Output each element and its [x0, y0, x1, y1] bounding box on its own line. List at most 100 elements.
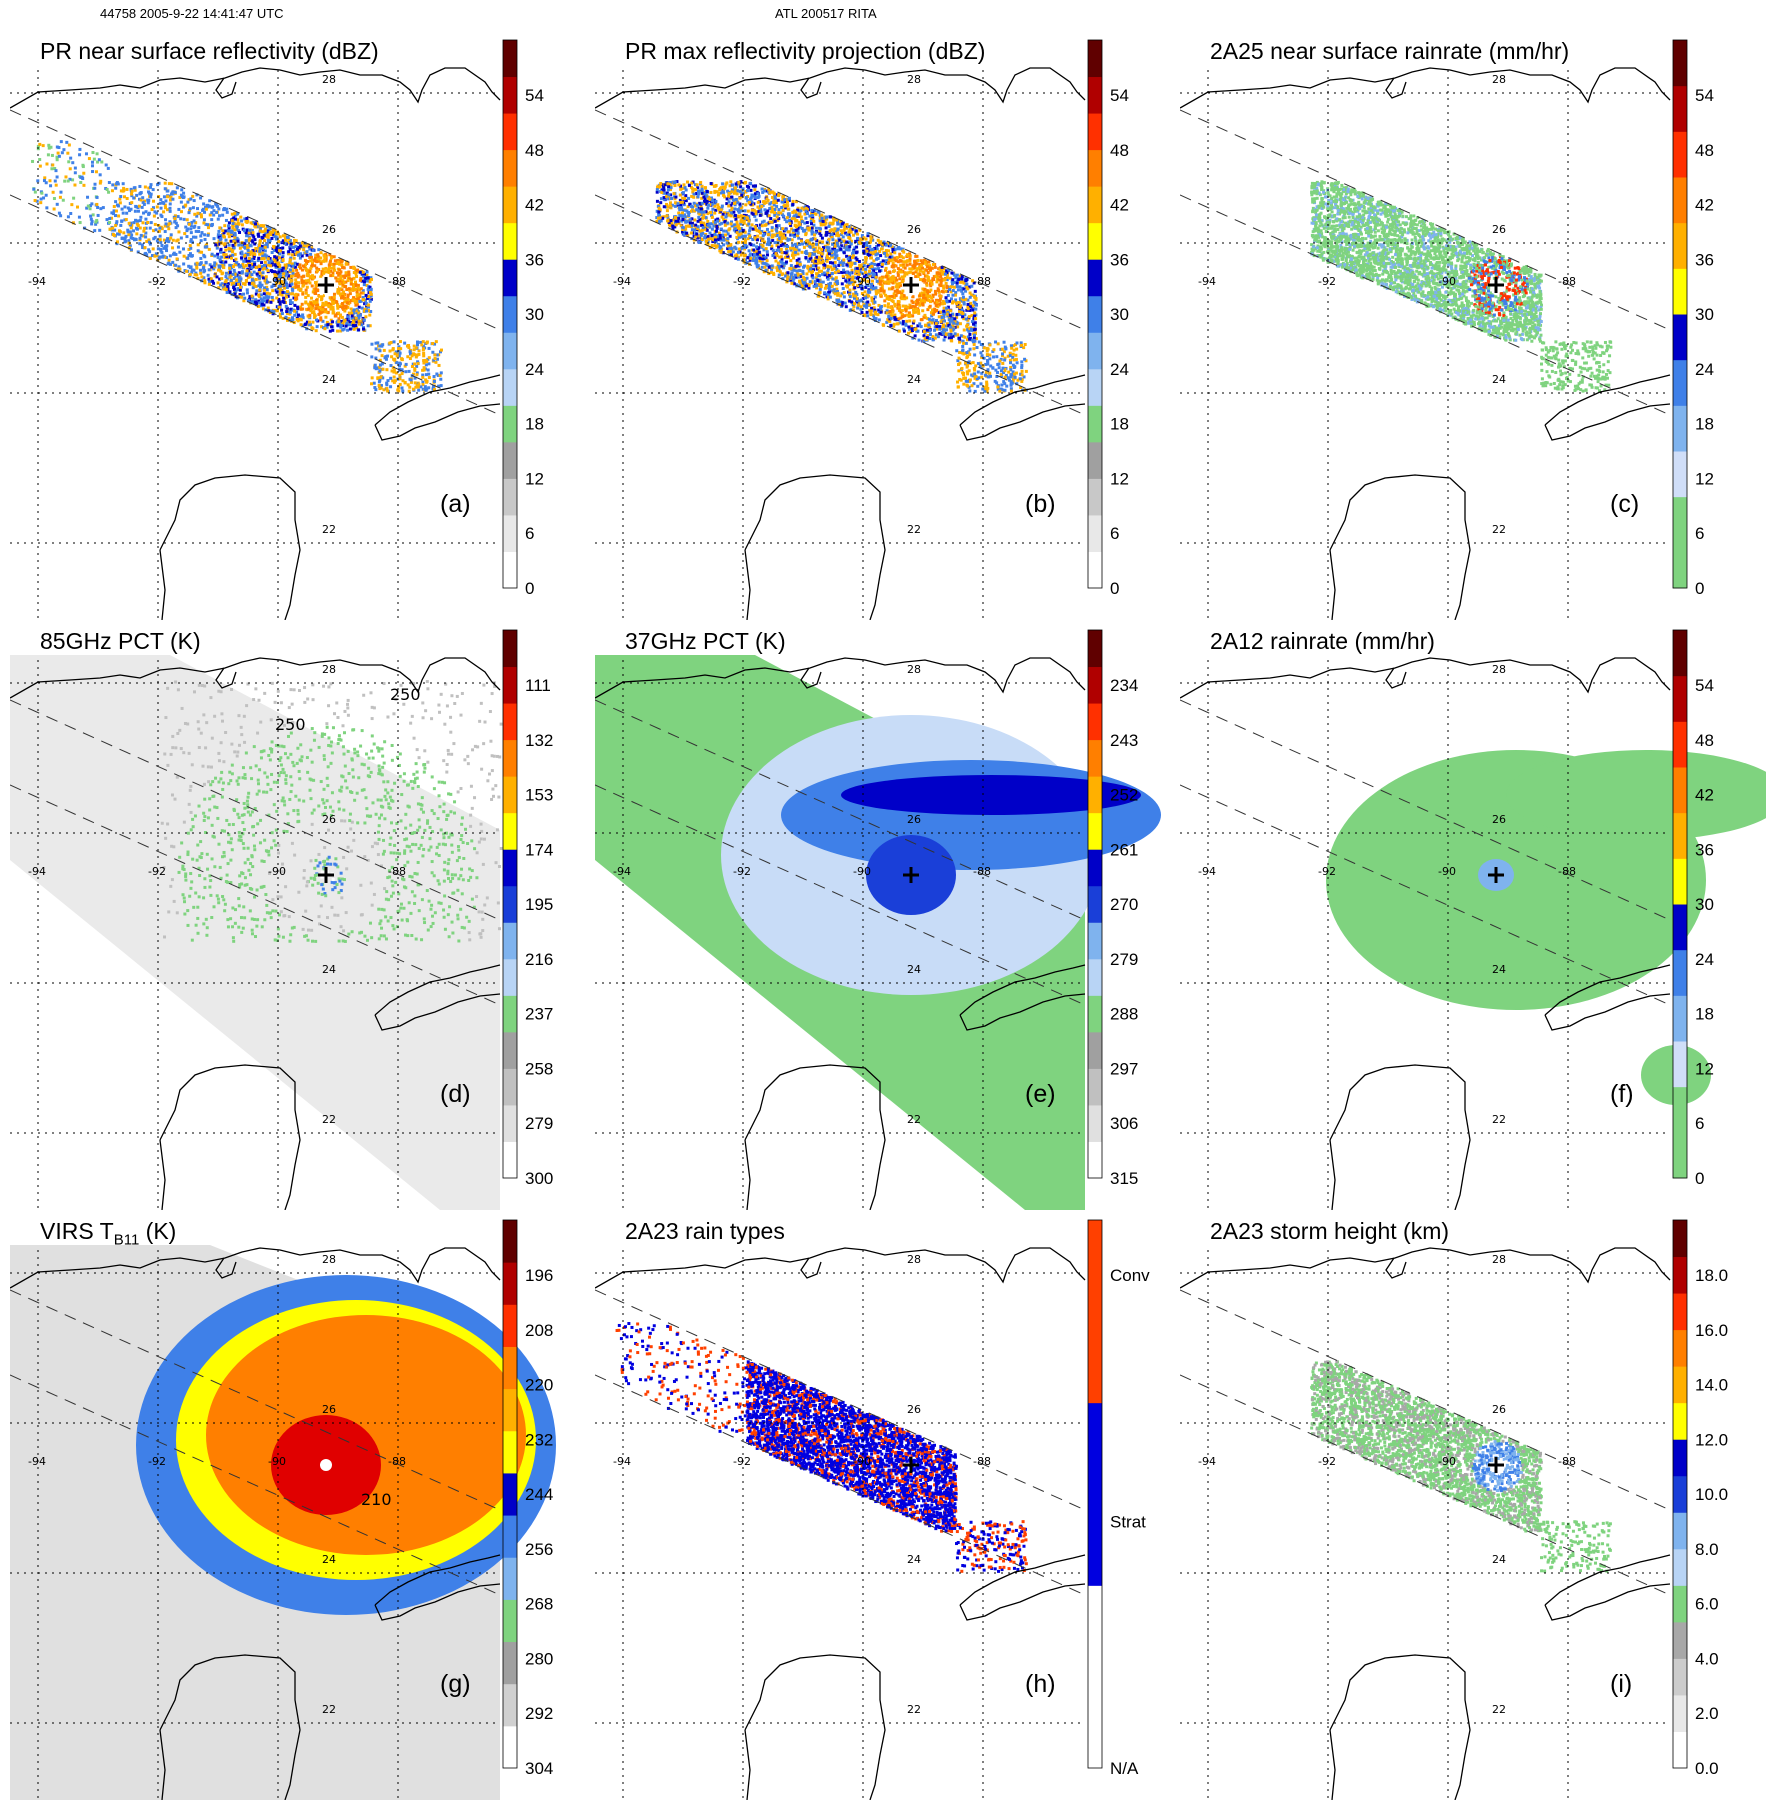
precip-pixel [173, 217, 176, 220]
precip-pixel [832, 219, 835, 222]
precip-pixel [697, 190, 700, 193]
precip-pixel [735, 182, 738, 185]
precip-pixel [423, 369, 426, 372]
precip-pixel [666, 219, 669, 222]
colorbar-segment [503, 332, 517, 369]
colorbar-segment [503, 259, 517, 296]
precip-pixel [144, 185, 147, 188]
precip-pixel [293, 314, 296, 317]
precip-pixel [440, 371, 443, 374]
precip-pixel [163, 195, 166, 198]
precip-pixel [185, 235, 188, 238]
precip-pixel [204, 238, 207, 241]
precip-pixel [67, 180, 70, 183]
precip-pixel [297, 314, 300, 317]
precip-pixel [914, 292, 917, 295]
precip-pixel [159, 235, 162, 238]
precip-pixel [211, 223, 214, 226]
precip-pixel [69, 167, 72, 170]
precip-pixel [935, 319, 938, 322]
precip-pixel [99, 207, 102, 210]
precip-pixel [288, 261, 291, 264]
precip-pixel [217, 207, 220, 210]
precip-pixel [245, 217, 248, 220]
precip-pixel [119, 201, 122, 204]
precip-pixel [178, 251, 181, 254]
precip-pixel [896, 322, 899, 325]
precip-pixel [106, 188, 109, 191]
precip-pixel [226, 285, 229, 288]
precip-pixel [50, 167, 53, 170]
precip-pixel [350, 307, 353, 310]
precip-pixel [803, 246, 806, 249]
precip-pixel [271, 289, 274, 292]
precip-pixel [64, 175, 67, 178]
precip-pixel [134, 219, 137, 222]
precip-pixel [300, 318, 303, 321]
precip-pixel [879, 307, 882, 310]
precip-pixel [122, 182, 125, 185]
precip-pixel [205, 208, 208, 211]
precip-pixel [313, 316, 316, 319]
precip-pixel [299, 267, 302, 270]
precip-pixel [690, 231, 693, 234]
precip-pixel [246, 291, 249, 294]
precip-pixel [803, 222, 806, 225]
precip-pixel [345, 263, 348, 266]
precip-pixel [856, 258, 859, 261]
precip-pixel [291, 253, 294, 256]
precip-pixel [389, 364, 392, 367]
panel-label: (a) [440, 490, 471, 519]
precip-pixel [756, 235, 759, 238]
precip-pixel [62, 199, 65, 202]
precip-pixel [99, 180, 102, 183]
panel-title: PR near surface reflectivity (dBZ) [40, 38, 379, 65]
precip-pixel [153, 215, 156, 218]
precip-pixel [113, 205, 116, 208]
precip-pixel [350, 278, 353, 281]
precip-pixel [223, 235, 226, 238]
precip-pixel [727, 250, 730, 253]
latitude-label: 26 [322, 223, 336, 236]
precip-pixel [305, 250, 308, 253]
precip-pixel [171, 246, 174, 249]
precip-pixel [232, 265, 235, 268]
precip-pixel [787, 208, 790, 211]
precip-pixel [905, 291, 908, 294]
precip-pixel [183, 255, 186, 258]
precip-pixel [971, 309, 974, 312]
precip-pixel [756, 229, 759, 232]
precip-pixel [38, 158, 41, 161]
precip-pixel [177, 208, 180, 211]
precip-pixel [164, 206, 167, 209]
precip-pixel [905, 260, 908, 263]
precip-pixel [267, 239, 270, 242]
precip-pixel [337, 261, 340, 264]
precip-pixel [843, 291, 846, 294]
precip-pixel [322, 260, 325, 263]
precip-pixel [308, 321, 311, 324]
precip-pixel [354, 281, 357, 284]
precip-pixel [316, 325, 319, 328]
precip-pixel [189, 273, 192, 276]
precip-pixel [151, 208, 154, 211]
precip-pixel [232, 216, 235, 219]
precip-pixel [396, 388, 399, 391]
precip-pixel [808, 252, 811, 255]
precip-pixel [292, 269, 295, 272]
precip-pixel [59, 196, 62, 199]
precip-pixel [752, 244, 755, 247]
precip-pixel [230, 231, 233, 234]
precip-pixel [842, 264, 845, 267]
precip-pixel [282, 297, 285, 300]
precip-pixel [696, 183, 699, 186]
precip-pixel [907, 254, 910, 257]
precip-pixel [194, 236, 197, 239]
precip-pixel [49, 184, 52, 187]
precip-pixel [170, 233, 173, 236]
precip-pixel [156, 205, 159, 208]
precip-pixel [255, 278, 258, 281]
precip-pixel [397, 347, 400, 350]
precip-pixel [67, 215, 70, 218]
precip-pixel [957, 278, 960, 281]
